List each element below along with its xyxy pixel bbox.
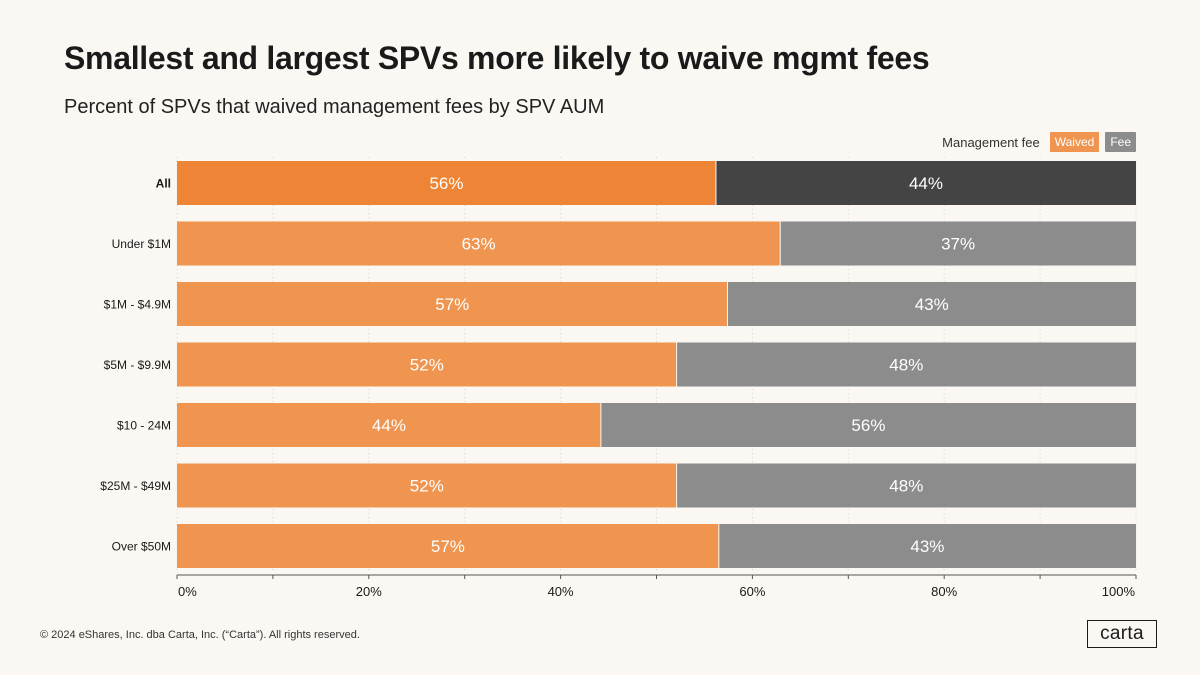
bar-fee [715,161,1136,205]
legend: Management fee Waived Fee [942,132,1136,152]
data-label-fee: 48% [889,356,923,375]
legend-waived-swatch: Waived [1049,132,1100,152]
x-tick-label: 100% [1102,584,1136,599]
carta-logo: carta [1087,620,1157,648]
data-label-waived: 52% [410,477,444,496]
data-label-fee: 43% [910,537,944,556]
copyright-footer: © 2024 eShares, Inc. dba Carta, Inc. (“C… [40,629,360,641]
bar-fee [676,342,1136,387]
bar-waived [177,282,728,326]
x-tick-label: 40% [548,584,574,599]
bar-fee [727,282,1136,326]
category-label: $25M - $49M [100,479,171,493]
category-label: Under $1M [112,237,171,251]
data-label-fee: 44% [909,174,943,193]
data-label-waived: 63% [462,235,496,254]
data-label-fee: 37% [941,235,975,254]
data-label-waived: 44% [372,416,406,435]
bar-waived [177,342,677,387]
x-tick-label: 60% [739,584,765,599]
legend-title: Management fee [942,134,1040,150]
bar-waived [177,221,781,266]
category-label: Over $50M [112,540,171,554]
x-tick-label: 80% [931,584,957,599]
data-label-fee: 48% [889,477,923,496]
bar-waived [177,161,716,205]
bar-fee [780,221,1136,266]
bar-waived [177,403,601,447]
category-label: $10 - 24M [117,419,171,433]
x-tick-label: 0% [178,584,197,599]
bar-fee [676,463,1136,508]
data-label-fee: 43% [915,295,949,314]
data-label-waived: 57% [435,295,469,314]
category-label: $5M - $9.9M [104,358,171,372]
bar-fee [600,403,1136,447]
data-label-fee: 56% [851,416,885,435]
chart-subtitle: Percent of SPVs that waived management f… [64,96,605,118]
data-label-waived: 57% [431,537,465,556]
bar-waived [177,463,677,508]
category-label: $1M - $4.9M [104,298,171,312]
chart-title: Smallest and largest SPVs more likely to… [64,40,930,76]
legend-fee-swatch: Fee [1105,132,1136,152]
bar-waived [177,524,719,568]
data-label-waived: 56% [429,174,463,193]
category-label: All [156,177,171,191]
bar-fee [718,524,1136,568]
x-tick-label: 20% [356,584,382,599]
data-label-waived: 52% [410,356,444,375]
